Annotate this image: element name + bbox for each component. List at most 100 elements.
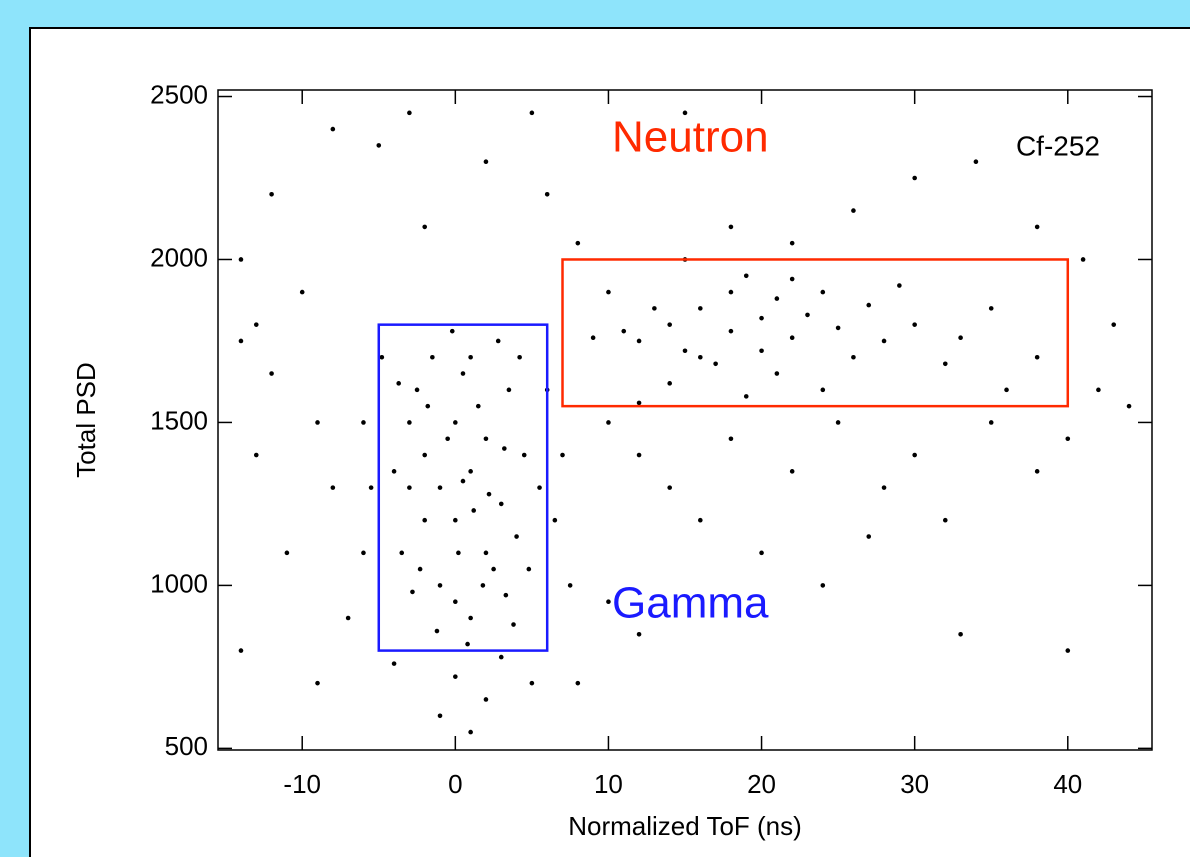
point	[667, 322, 672, 327]
point	[881, 338, 887, 344]
region-label: Neutron	[612, 113, 769, 162]
point	[537, 485, 542, 490]
point	[526, 566, 532, 572]
point	[636, 452, 642, 458]
point	[498, 501, 504, 507]
point	[502, 446, 507, 451]
point	[1034, 224, 1040, 230]
point	[468, 615, 473, 621]
point	[453, 674, 458, 679]
point	[636, 631, 642, 637]
point	[636, 400, 642, 406]
point	[480, 583, 486, 588]
point	[851, 354, 856, 360]
point	[942, 361, 948, 367]
point	[361, 420, 366, 425]
point	[529, 110, 535, 116]
point	[422, 517, 428, 523]
point	[417, 566, 423, 572]
point	[407, 110, 412, 116]
point	[495, 338, 501, 344]
point	[238, 338, 244, 344]
point	[713, 361, 718, 367]
point	[820, 289, 826, 295]
point	[575, 240, 581, 246]
point	[483, 697, 489, 702]
point	[514, 534, 519, 539]
point	[1080, 257, 1086, 262]
point	[667, 485, 672, 490]
point	[253, 322, 259, 327]
x-tick-label: 10	[594, 769, 623, 799]
point	[506, 387, 512, 393]
region-box	[561, 258, 1070, 408]
point	[253, 452, 259, 458]
point	[667, 381, 672, 386]
point	[590, 335, 596, 341]
annotation: Cf-252	[1016, 130, 1100, 161]
point	[315, 680, 320, 686]
point	[330, 126, 336, 132]
point	[759, 550, 764, 556]
y-tick-label: 2500	[150, 79, 208, 109]
point	[636, 338, 642, 344]
point	[544, 191, 550, 197]
point	[422, 452, 428, 458]
point	[698, 517, 703, 523]
point	[606, 599, 611, 605]
point	[434, 628, 440, 634]
plot-frame	[217, 89, 1153, 751]
point	[475, 403, 481, 409]
point	[437, 485, 443, 490]
point	[881, 485, 887, 490]
point	[330, 485, 336, 490]
point	[269, 371, 274, 376]
point	[284, 550, 290, 556]
x-axis-label: Normalized ToF (ns)	[568, 811, 802, 841]
point	[560, 452, 565, 458]
y-tick-label: 1500	[150, 405, 208, 435]
point	[468, 469, 473, 474]
y-tick-label: 1000	[150, 568, 208, 598]
point	[425, 403, 431, 409]
point	[652, 306, 657, 311]
point	[407, 420, 412, 425]
point	[820, 583, 826, 588]
point	[345, 615, 351, 621]
x-tick-label: 0	[448, 769, 462, 799]
point	[468, 729, 473, 735]
point	[728, 436, 734, 442]
point	[503, 592, 509, 598]
point	[774, 296, 780, 301]
point	[851, 208, 856, 213]
point	[368, 485, 374, 490]
point	[1065, 436, 1071, 442]
point	[517, 354, 522, 360]
point	[491, 566, 496, 572]
point	[376, 143, 382, 148]
point	[529, 680, 535, 686]
point	[912, 322, 917, 327]
point	[988, 420, 994, 425]
point	[743, 273, 749, 279]
point	[379, 354, 385, 360]
point	[437, 583, 443, 588]
point	[728, 328, 734, 334]
point	[789, 276, 795, 282]
point	[460, 371, 466, 376]
point	[606, 420, 611, 425]
point	[1004, 387, 1009, 393]
point	[422, 224, 428, 230]
point	[391, 661, 397, 666]
point	[728, 224, 734, 230]
point	[468, 354, 473, 360]
point	[789, 469, 795, 474]
point	[774, 371, 780, 376]
point	[315, 420, 320, 425]
y-tick-label: 500	[165, 731, 208, 761]
point	[407, 485, 412, 490]
point	[621, 328, 627, 334]
x-tick-label: 20	[747, 769, 776, 799]
point	[1126, 403, 1132, 409]
